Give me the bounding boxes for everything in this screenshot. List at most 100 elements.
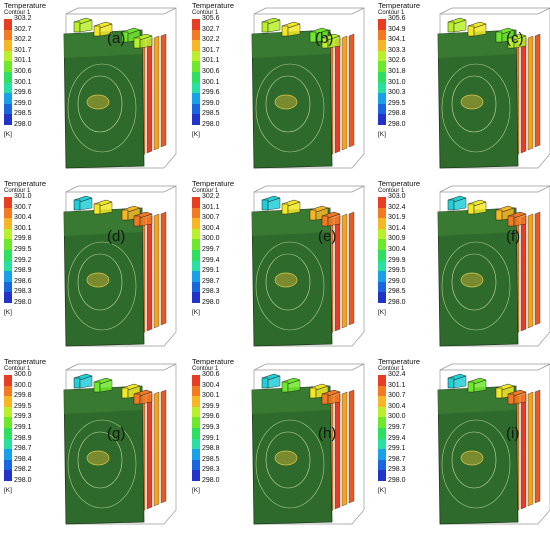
- legend-subtitle: Contour 1: [378, 10, 405, 16]
- color-band: [378, 103, 386, 115]
- panel-6: Temperature Contour 1 303.0 302.4 301.9 301.4…: [374, 178, 550, 354]
- legend-title: Temperature: [192, 1, 235, 10]
- color-scale: 303.0 302.4 301.9 301.4 300.9 300.4 299.9 299.5…: [378, 193, 430, 316]
- color-band: [4, 207, 12, 219]
- color-band: [4, 470, 12, 481]
- tick-label: 300.4: [202, 381, 220, 389]
- tick-label: 298.0: [14, 299, 32, 306]
- color-band: [192, 71, 200, 83]
- legend-title: Temperature: [4, 1, 47, 10]
- panel-label: (h): [318, 425, 337, 442]
- color-band: [378, 271, 386, 282]
- color-band: [378, 260, 386, 272]
- unit-label: [K]: [192, 131, 200, 138]
- color-band: [4, 271, 12, 282]
- color-band: [192, 207, 200, 219]
- color-band: [192, 197, 200, 208]
- color-band: [4, 417, 12, 428]
- tick-label: 299.8: [14, 392, 32, 400]
- legend: Temperature Contour 1 305.6 304.9 304.1 303.3…: [378, 2, 430, 138]
- color-band: [378, 396, 386, 407]
- color-scale: 300.6 300.4 300.1 299.9 299.6 299.3 299.1 298.8…: [192, 371, 244, 494]
- panel-label: (e): [318, 228, 337, 245]
- tick-label: 298.3: [388, 466, 406, 474]
- color-band: [378, 29, 386, 41]
- tick-label: 299.2: [14, 256, 32, 264]
- color-band: [378, 228, 386, 240]
- color-band: [192, 40, 200, 51]
- panel-3: Temperature Contour 1 305.6 304.9 304.1 303.3…: [374, 0, 550, 176]
- color-band: [4, 61, 12, 72]
- color-band: [4, 385, 12, 397]
- tick-label: 298.9: [14, 267, 32, 275]
- color-band: [192, 449, 200, 460]
- color-band: [192, 82, 200, 94]
- panel-label: (b): [315, 30, 334, 47]
- tick-label: 298.4: [14, 455, 32, 463]
- color-band: [192, 292, 200, 303]
- legend-subtitle: Contour 1: [192, 188, 219, 194]
- legend-subtitle: Contour 1: [192, 366, 219, 372]
- tick-label: 302.7: [14, 25, 32, 33]
- color-band: [192, 249, 200, 261]
- panel-9: Temperature Contour 1 302.4 301.1 300.7 300.4…: [374, 356, 550, 532]
- panel-2: Temperature Contour 1 305.6 302.7 302.2 301.7…: [188, 0, 368, 176]
- legend: Temperature Contour 1 300.6 300.4 300.1 299.9…: [192, 358, 244, 494]
- tick-label: 301.1: [202, 57, 220, 65]
- battery-model-render: [251, 185, 365, 347]
- tick-label: 301.7: [202, 46, 220, 54]
- tick-label: 300.4: [388, 402, 406, 410]
- color-band: [378, 427, 386, 439]
- tick-label: 299.7: [388, 423, 406, 431]
- tick-label: 303.3: [388, 46, 406, 54]
- legend: Temperature Contour 1 301.0 300.7 300.4 300.1…: [4, 179, 56, 316]
- legend: Temperature Contour 1 302.2 301.1 300.7 300.4…: [192, 179, 244, 316]
- color-band: [4, 197, 12, 208]
- color-band: [378, 93, 386, 104]
- color-band: [378, 375, 386, 386]
- tick-label: 301.1: [14, 57, 32, 65]
- tick-label: 303.2: [14, 15, 32, 22]
- color-band: [378, 197, 386, 208]
- tick-label: 299.7: [202, 245, 220, 253]
- unit-label: [K]: [378, 131, 386, 138]
- tick-label: 301.9: [388, 214, 406, 222]
- color-band: [192, 218, 200, 229]
- render-area: [56, 360, 180, 530]
- color-band: [4, 93, 12, 104]
- legend-title: Temperature: [192, 179, 235, 188]
- color-scale: 302.4 301.1 300.7 300.4 300.0 299.7 299.4 299.1…: [378, 371, 430, 494]
- tick-label: 300.7: [202, 214, 220, 222]
- color-band: [4, 71, 12, 83]
- tick-label: 301.7: [14, 46, 32, 54]
- tick-label: 301.4: [388, 224, 406, 232]
- tick-label: 301.8: [388, 67, 406, 75]
- legend-title: Temperature: [4, 179, 47, 188]
- color-band: [378, 82, 386, 94]
- color-band: [192, 114, 200, 125]
- color-band: [378, 449, 386, 460]
- tick-label: 303.0: [388, 193, 406, 200]
- tick-label: 299.9: [388, 256, 406, 264]
- panel-4: Temperature Contour 1 301.0 300.7 300.4 300.1…: [0, 178, 180, 354]
- tick-label: 300.4: [202, 224, 220, 232]
- panel-5: Temperature Contour 1 302.2 301.1 300.7 300.4…: [188, 178, 368, 354]
- legend-title: Temperature: [4, 357, 47, 366]
- color-scale: 302.2 301.1 300.7 300.4 300.0 299.7 299.4 299.1…: [192, 193, 244, 316]
- battery-model-render: [63, 363, 177, 525]
- panel-label: (f): [506, 228, 521, 245]
- color-band: [378, 406, 386, 418]
- tick-label: 298.3: [202, 288, 220, 296]
- color-band: [4, 396, 12, 407]
- tick-label: 300.6: [202, 371, 220, 378]
- tick-label: 300.0: [14, 381, 32, 389]
- color-band: [4, 103, 12, 115]
- unit-label: [K]: [192, 309, 200, 316]
- legend-title: Temperature: [378, 179, 421, 188]
- color-band: [192, 50, 200, 62]
- color-band: [192, 93, 200, 104]
- color-band: [378, 71, 386, 83]
- color-band: [378, 459, 386, 471]
- tick-label: 300.4: [388, 245, 406, 253]
- battery-model-render: [63, 185, 177, 347]
